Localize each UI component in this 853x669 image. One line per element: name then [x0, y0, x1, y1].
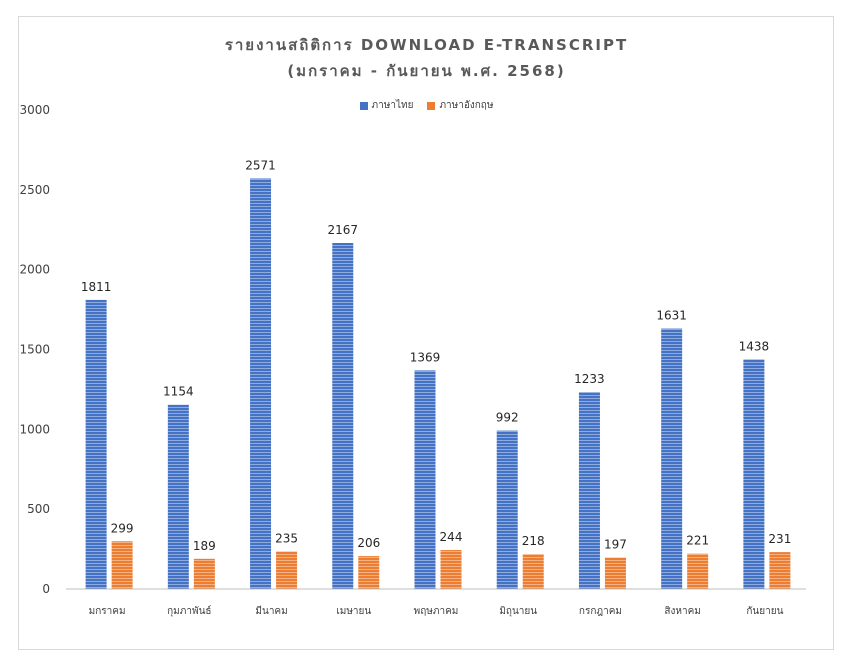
- bar-english: [604, 557, 626, 589]
- data-label-thai: 1438: [739, 339, 770, 353]
- x-category-label: มกราคม: [89, 606, 126, 617]
- data-label-english: 197: [604, 538, 627, 552]
- bar-english: [769, 552, 791, 589]
- x-category-label: สิงหาคม: [664, 606, 700, 617]
- data-label-thai: 1811: [81, 280, 112, 294]
- bar-thai: [496, 430, 518, 589]
- bar-thai: [743, 359, 765, 589]
- data-label-thai: 2167: [328, 223, 359, 237]
- y-tick-label: 500: [27, 502, 50, 516]
- bar-english: [276, 551, 298, 589]
- bar-thai: [167, 404, 189, 589]
- bar-english: [358, 556, 380, 589]
- data-label-thai: 1369: [410, 350, 441, 364]
- bar-english: [440, 550, 462, 589]
- x-category-label: กุมภาพันธ์: [167, 605, 211, 617]
- bar-thai: [661, 328, 683, 589]
- data-label-thai: 1233: [574, 372, 605, 386]
- data-label-english: 231: [768, 532, 791, 546]
- y-tick-label: 0: [42, 582, 50, 596]
- data-label-english: 218: [522, 534, 545, 548]
- data-label-english: 235: [275, 531, 298, 545]
- bar-thai: [578, 392, 600, 589]
- data-label-thai: 992: [496, 411, 519, 425]
- legend-label-english: ภาษาอังกฤษ: [439, 100, 494, 111]
- y-tick-label: 3000: [19, 103, 50, 117]
- bar-thai: [85, 299, 107, 589]
- y-tick-label: 2000: [19, 263, 50, 277]
- data-label-thai: 1631: [656, 309, 687, 323]
- legend-label-thai: ภาษาไทย: [371, 100, 414, 111]
- x-category-label: มิถุนายน: [499, 606, 537, 617]
- legend-item-thai: ภาษาไทย: [359, 98, 414, 113]
- y-axis: 0 500 1000 1500 2000 2500 3000: [19, 103, 50, 596]
- y-tick-label: 2500: [19, 183, 50, 197]
- bar-thai: [332, 243, 354, 590]
- data-label-english: 299: [111, 521, 134, 535]
- y-tick-label: 1000: [19, 422, 50, 436]
- bars: 1811 299 1154 189 2571 235 2167 206 1369 244 992 21…: [81, 158, 791, 590]
- bar-english: [111, 541, 133, 589]
- x-category-label: กรกฎาคม: [579, 606, 622, 617]
- data-label-english: 244: [440, 530, 463, 544]
- x-category-label: พฤษภาคม: [414, 606, 459, 617]
- x-category-label: เมษายน: [336, 606, 371, 617]
- x-category-label: กันยายน: [746, 606, 783, 617]
- x-category-label: มีนาคม: [255, 605, 287, 617]
- x-axis: มกราคม กุมภาพันธ์ มีนาคม เมษายน พฤษภาคม มิถุน…: [89, 605, 784, 617]
- data-label-thai: 1154: [163, 385, 194, 399]
- chart-subtitle: (มกราคม - กันยายน พ.ศ. 2568): [287, 62, 566, 80]
- data-label-english: 206: [357, 536, 380, 550]
- data-label-thai: 2571: [245, 158, 276, 172]
- data-label-english: 221: [686, 534, 709, 548]
- chart-title: รายงานสถิติการ DOWNLOAD E-TRANSCRIPT: [224, 36, 629, 54]
- data-label-english: 189: [193, 539, 216, 553]
- legend-swatch-english: [427, 101, 436, 110]
- bar-english: [522, 554, 544, 589]
- bar-thai: [250, 178, 272, 589]
- bar-thai: [414, 370, 436, 589]
- legend-swatch-thai: [359, 101, 368, 110]
- chart-legend: ภาษาไทย ภาษาอังกฤษ: [0, 98, 853, 113]
- legend-item-english: ภาษาอังกฤษ: [427, 98, 493, 113]
- y-tick-label: 1500: [19, 343, 50, 357]
- bar-english: [687, 553, 709, 589]
- bar-english: [193, 558, 215, 589]
